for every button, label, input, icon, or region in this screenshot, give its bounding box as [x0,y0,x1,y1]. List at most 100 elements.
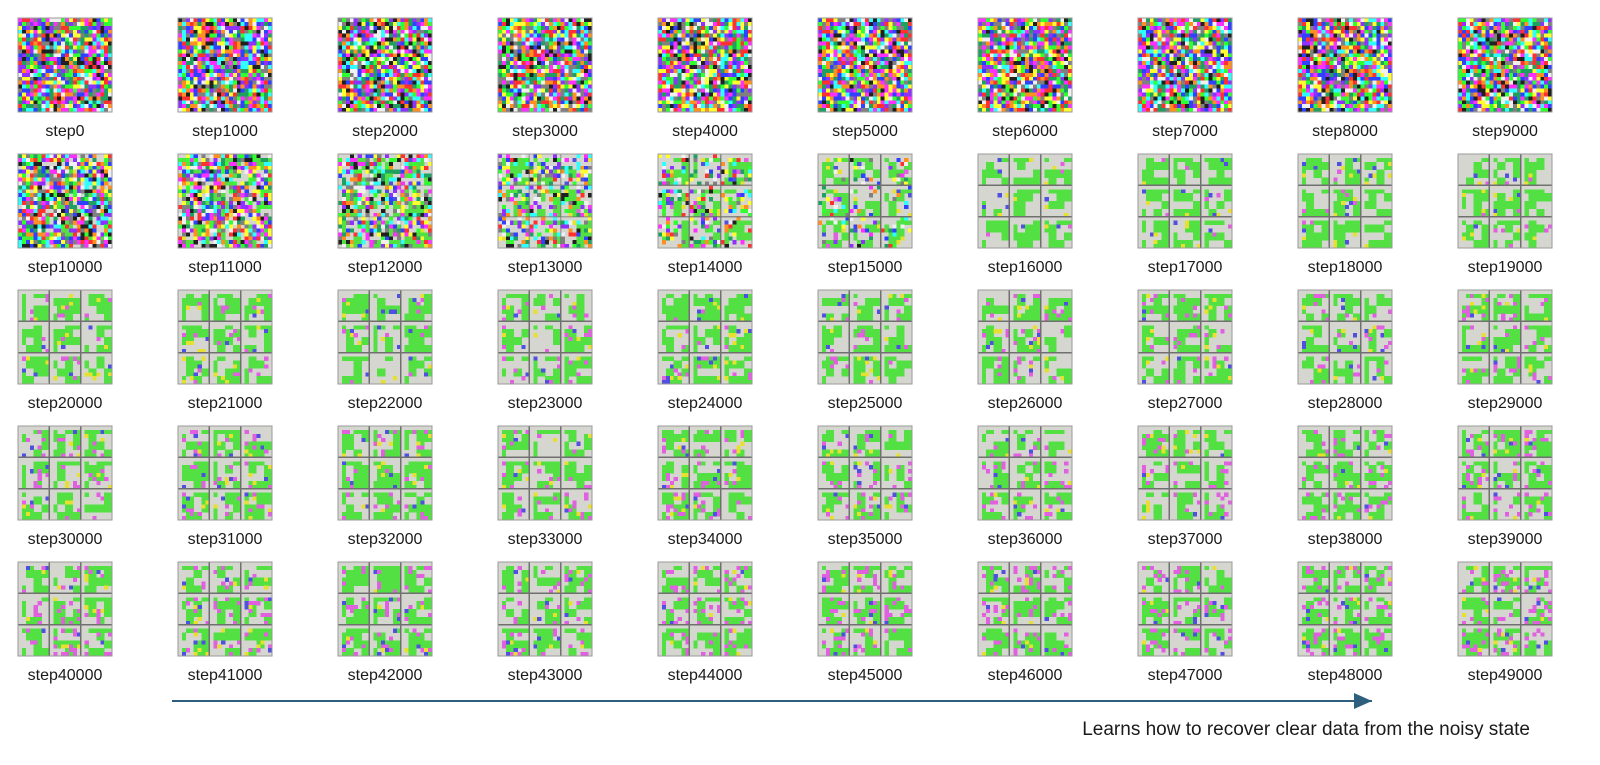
thumbnail-label: step48000 [1308,667,1383,684]
thumbnail-label: step18000 [1308,259,1383,276]
thumbnail-label: step17000 [1148,259,1223,276]
thumbnail [1137,425,1233,521]
thumbnail [1457,289,1553,385]
thumbnail-label: step16000 [988,259,1063,276]
thumbnail [497,17,593,113]
thumbnail [17,153,113,249]
thumbnail-label: step14000 [668,259,743,276]
thumbnail-label: step12000 [348,259,423,276]
thumbnail [1457,153,1553,249]
thumbnail-label: step24000 [668,395,743,412]
thumbnail [1297,17,1393,113]
thumbnail-label: step13000 [508,259,583,276]
thumbnail-label: step2000 [352,123,418,140]
thumbnail [17,17,113,113]
thumbnail [657,561,753,657]
thumbnail [17,561,113,657]
thumbnail [337,289,433,385]
thumbnail [17,425,113,521]
thumbnail [177,561,273,657]
thumbnail [1297,289,1393,385]
thumbnail [657,17,753,113]
thumbnail-label: step46000 [988,667,1063,684]
thumbnail-label: step7000 [1152,123,1218,140]
thumbnail-label: step10000 [28,259,103,276]
thumbnail [817,17,913,113]
thumbnail [177,289,273,385]
thumbnail-label: step21000 [188,395,263,412]
thumbnail-label: step4000 [672,123,738,140]
thumbnail [177,17,273,113]
thumbnail [1297,153,1393,249]
thumbnail-label: step19000 [1468,259,1543,276]
thumbnail [177,425,273,521]
thumbnail-label: step32000 [348,531,423,548]
thumbnail-label: step39000 [1468,531,1543,548]
thumbnail-label: step23000 [508,395,583,412]
thumbnail-label: step43000 [508,667,583,684]
thumbnail [497,153,593,249]
thumbnail [1457,561,1553,657]
thumbnail [657,289,753,385]
thumbnail [1457,17,1553,113]
thumbnail-label: step22000 [348,395,423,412]
thumbnail-label: step30000 [28,531,103,548]
thumbnail-label: step20000 [28,395,103,412]
thumbnail-label: step42000 [348,667,423,684]
thumbnail-label: step34000 [668,531,743,548]
thumbnail-label: step47000 [1148,667,1223,684]
thumbnail-label: step45000 [828,667,903,684]
thumbnail [1297,425,1393,521]
thumbnail-label: step11000 [188,259,262,276]
thumbnail-label: step6000 [992,123,1058,140]
thumbnail-label: step31000 [188,531,263,548]
thumbnail [1137,289,1233,385]
thumbnail-label: step1000 [192,123,258,140]
thumbnail [337,17,433,113]
thumbnail-label: step41000 [188,667,263,684]
thumbnail [17,289,113,385]
thumbnail [657,425,753,521]
thumbnail-label: step29000 [1468,395,1543,412]
thumbnail-label: step0 [45,123,84,140]
thumbnail-label: step28000 [1308,395,1383,412]
thumbnail [657,153,753,249]
thumbnail-label: step15000 [828,259,903,276]
thumbnail-label: step35000 [828,531,903,548]
thumbnail-label: step5000 [832,123,898,140]
thumbnail-label: step8000 [1312,123,1378,140]
thumbnail-label: step9000 [1472,123,1538,140]
thumbnail [977,425,1073,521]
thumbnail [337,425,433,521]
thumbnail [1137,153,1233,249]
thumbnail [497,425,593,521]
thumbnail-label: step25000 [828,395,903,412]
thumbnail [817,153,913,249]
thumbnail-label: step36000 [988,531,1063,548]
thumbnail [977,17,1073,113]
caption: Learns how to recover clear data from th… [1082,719,1530,740]
thumbnail-label: step26000 [988,395,1063,412]
thumbnail [497,289,593,385]
thumbnail [977,289,1073,385]
thumbnail-label: step38000 [1308,531,1383,548]
thumbnail-label: step33000 [508,531,583,548]
thumbnail [337,561,433,657]
thumbnail [817,289,913,385]
thumbnail-label: step27000 [1148,395,1223,412]
thumbnail [497,561,593,657]
thumbnail-label: step44000 [668,667,743,684]
thumbnail [337,153,433,249]
thumbnail [977,561,1073,657]
thumbnail [817,425,913,521]
thumbnail [177,153,273,249]
thumbnail-label: step40000 [28,667,103,684]
thumbnail [817,561,913,657]
thumbnail [1137,17,1233,113]
thumbnail [1297,561,1393,657]
thumbnail [1137,561,1233,657]
thumbnail-label: step49000 [1468,667,1543,684]
thumbnail-label: step37000 [1148,531,1223,548]
thumbnail [1457,425,1553,521]
